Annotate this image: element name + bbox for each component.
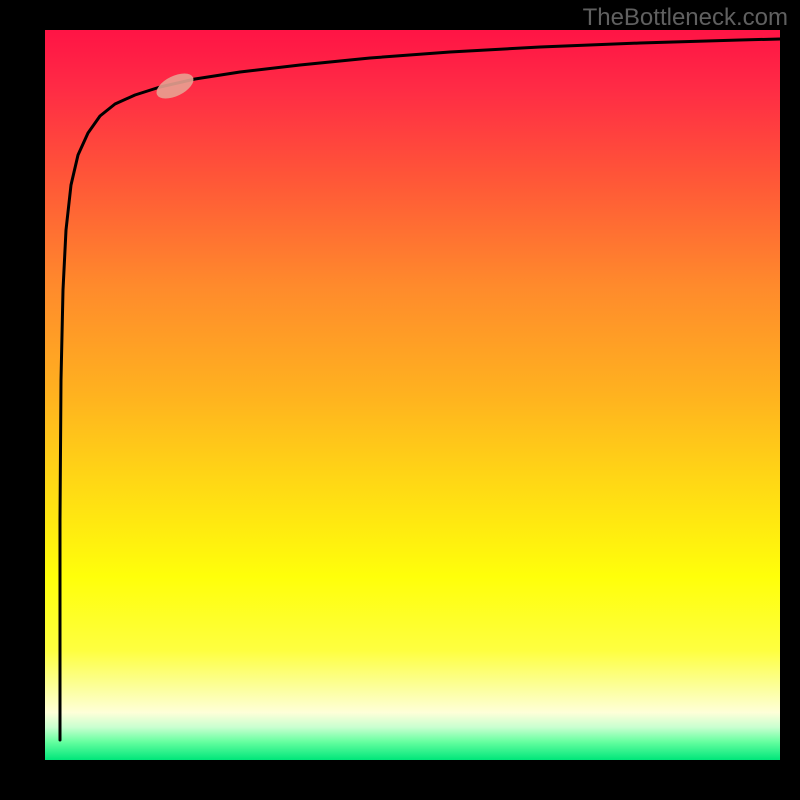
plot-area bbox=[45, 30, 780, 760]
chart-svg bbox=[0, 0, 800, 800]
chart-container: TheBottleneck.com bbox=[0, 0, 800, 800]
watermark-text: TheBottleneck.com bbox=[583, 4, 788, 32]
